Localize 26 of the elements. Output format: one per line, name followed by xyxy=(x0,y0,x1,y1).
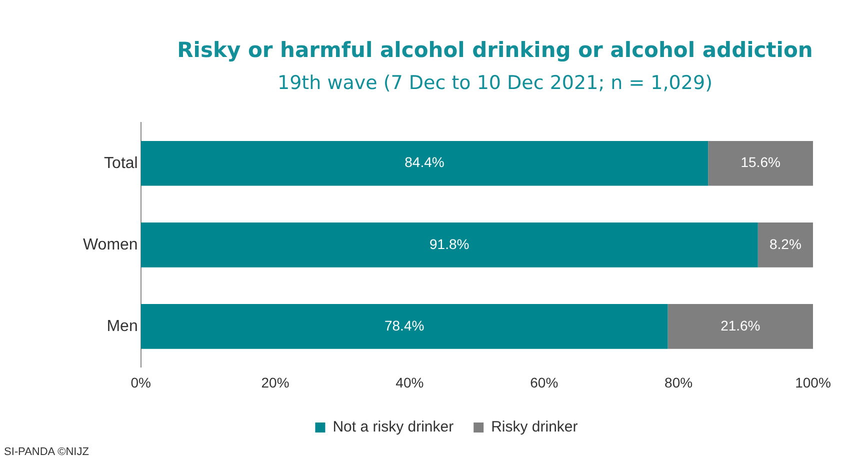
bar xyxy=(758,222,813,268)
text: SI-PANDA ©NIJZ xyxy=(4,446,89,458)
data-label: 91.8% xyxy=(430,236,470,252)
legend-label: Not a risky drinker xyxy=(332,418,454,436)
data-label: 8.2% xyxy=(769,236,802,252)
bar xyxy=(708,140,813,186)
data-label: 78.4% xyxy=(384,317,424,334)
bar xyxy=(668,304,813,349)
data-label: 15.6% xyxy=(740,154,780,170)
x-tick-label: 100% xyxy=(795,374,831,390)
bar xyxy=(140,222,758,268)
bar xyxy=(140,304,668,349)
x-tick-label: 20% xyxy=(261,374,290,390)
x-tick-label: 60% xyxy=(530,374,558,390)
data-label: 84.4% xyxy=(404,154,444,170)
y-tick-label: Women xyxy=(82,236,138,254)
legend-label: Risky drinker xyxy=(491,418,578,436)
y-tick-label: Men xyxy=(106,318,138,335)
x-tick-label: 0% xyxy=(130,374,151,390)
x-tick-label: 80% xyxy=(664,374,693,390)
x-tick-label: 40% xyxy=(396,374,424,390)
bar xyxy=(140,140,708,186)
chart-title: Risky or harmful alcohol drinking or alcohol addiction xyxy=(176,38,814,62)
data-label: 21.6% xyxy=(720,317,760,334)
y-tick-label: Total xyxy=(104,154,138,172)
chart-subtitle: 19th wave (7 Dec to 10 Dec 2021; n = 1,029) xyxy=(276,72,714,94)
